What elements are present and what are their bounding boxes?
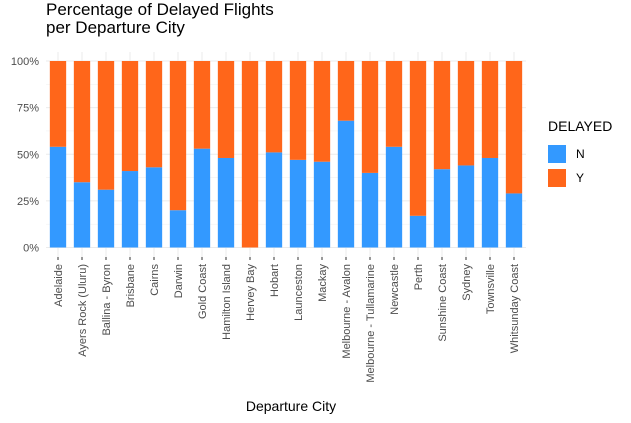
legend-item-y: Y xyxy=(548,166,612,190)
bar-y xyxy=(169,61,187,211)
x-tick-label: Hamilton Island xyxy=(221,264,233,340)
bar-y xyxy=(49,61,67,147)
bar-n xyxy=(97,189,115,248)
legend-key-n xyxy=(548,145,566,163)
bar-n xyxy=(505,193,523,248)
bar-y xyxy=(313,61,331,162)
bar-y xyxy=(289,61,307,160)
x-tick-label: Launceston xyxy=(293,264,305,321)
y-tick-label: 0% xyxy=(23,243,39,255)
x-axis-label: Departure City xyxy=(245,398,337,414)
bar-n xyxy=(385,146,403,248)
chart-title-line-2: per Departure City xyxy=(46,18,185,37)
y-tick-label: 75% xyxy=(17,103,39,115)
bar-n xyxy=(457,165,475,248)
x-tick-label: Townsville xyxy=(485,264,497,314)
x-tick-label: Melbourne - Avalon xyxy=(341,264,353,359)
bar-y xyxy=(481,61,499,158)
bar-n xyxy=(193,148,211,248)
x-tick-label: Ballina - Byron xyxy=(101,264,113,336)
bar-y xyxy=(361,61,379,173)
x-tick-label: Cairns xyxy=(149,264,161,296)
bar-y xyxy=(121,61,139,172)
bar-n xyxy=(313,161,331,248)
bar-n xyxy=(217,157,235,248)
x-tick-label: Sydney xyxy=(461,264,473,301)
x-tick-label: Darwin xyxy=(173,264,185,298)
x-tick-label: Melbourne - Tullamarine xyxy=(365,264,377,383)
bar-n xyxy=(337,120,355,248)
bar-n xyxy=(481,157,499,248)
bar-n xyxy=(289,159,307,248)
x-tick-label: Ayers Rock (Uluru) xyxy=(77,264,89,357)
bar-y xyxy=(193,61,211,149)
bar-n xyxy=(49,146,67,248)
bar-y xyxy=(409,61,427,216)
bar-n xyxy=(73,182,91,248)
x-tick-label: Whitsunday Coast xyxy=(509,264,521,353)
bar-y xyxy=(385,61,403,147)
x-tick-label: Perth xyxy=(413,264,425,290)
legend-item-n: N xyxy=(548,142,612,166)
legend-label-y: Y xyxy=(576,171,585,185)
y-tick-label: 100% xyxy=(11,56,39,68)
legend-label-n: N xyxy=(576,147,585,161)
bar-n xyxy=(409,215,427,248)
x-tick-label: Brisbane xyxy=(125,264,137,307)
y-tick-label: 50% xyxy=(17,149,39,161)
bar-n xyxy=(145,167,163,248)
x-tick-label: Mackay xyxy=(317,264,329,302)
x-tick-label: Newcastle xyxy=(389,264,401,315)
bar-y xyxy=(337,61,355,121)
bar-y xyxy=(433,61,451,170)
legend-key-y xyxy=(548,169,566,187)
bar-n xyxy=(169,210,187,248)
bar-y xyxy=(457,61,475,166)
bar-y xyxy=(97,61,115,190)
x-tick-label: Gold Coast xyxy=(197,264,209,319)
bar-y xyxy=(241,61,259,248)
bar-y xyxy=(217,61,235,158)
x-tick-label: Sunshine Coast xyxy=(437,264,449,342)
bar-n xyxy=(433,169,451,248)
chart-title-line-1: Percentage of Delayed Flights xyxy=(46,0,274,19)
bar-y xyxy=(505,61,523,194)
x-tick-label: Hervey Bay xyxy=(245,264,257,321)
legend: DELAYED N Y xyxy=(548,118,612,190)
bar-y xyxy=(73,61,91,183)
bar-y xyxy=(145,61,163,168)
bar-n xyxy=(361,172,379,248)
x-tick-label: Adelaide xyxy=(53,264,65,307)
legend-title: DELAYED xyxy=(548,118,613,134)
bar-y xyxy=(265,61,283,153)
bar-n xyxy=(265,152,283,248)
bar-n xyxy=(121,171,139,248)
y-tick-label: 25% xyxy=(17,196,39,208)
x-tick-label: Hobart xyxy=(269,264,281,297)
